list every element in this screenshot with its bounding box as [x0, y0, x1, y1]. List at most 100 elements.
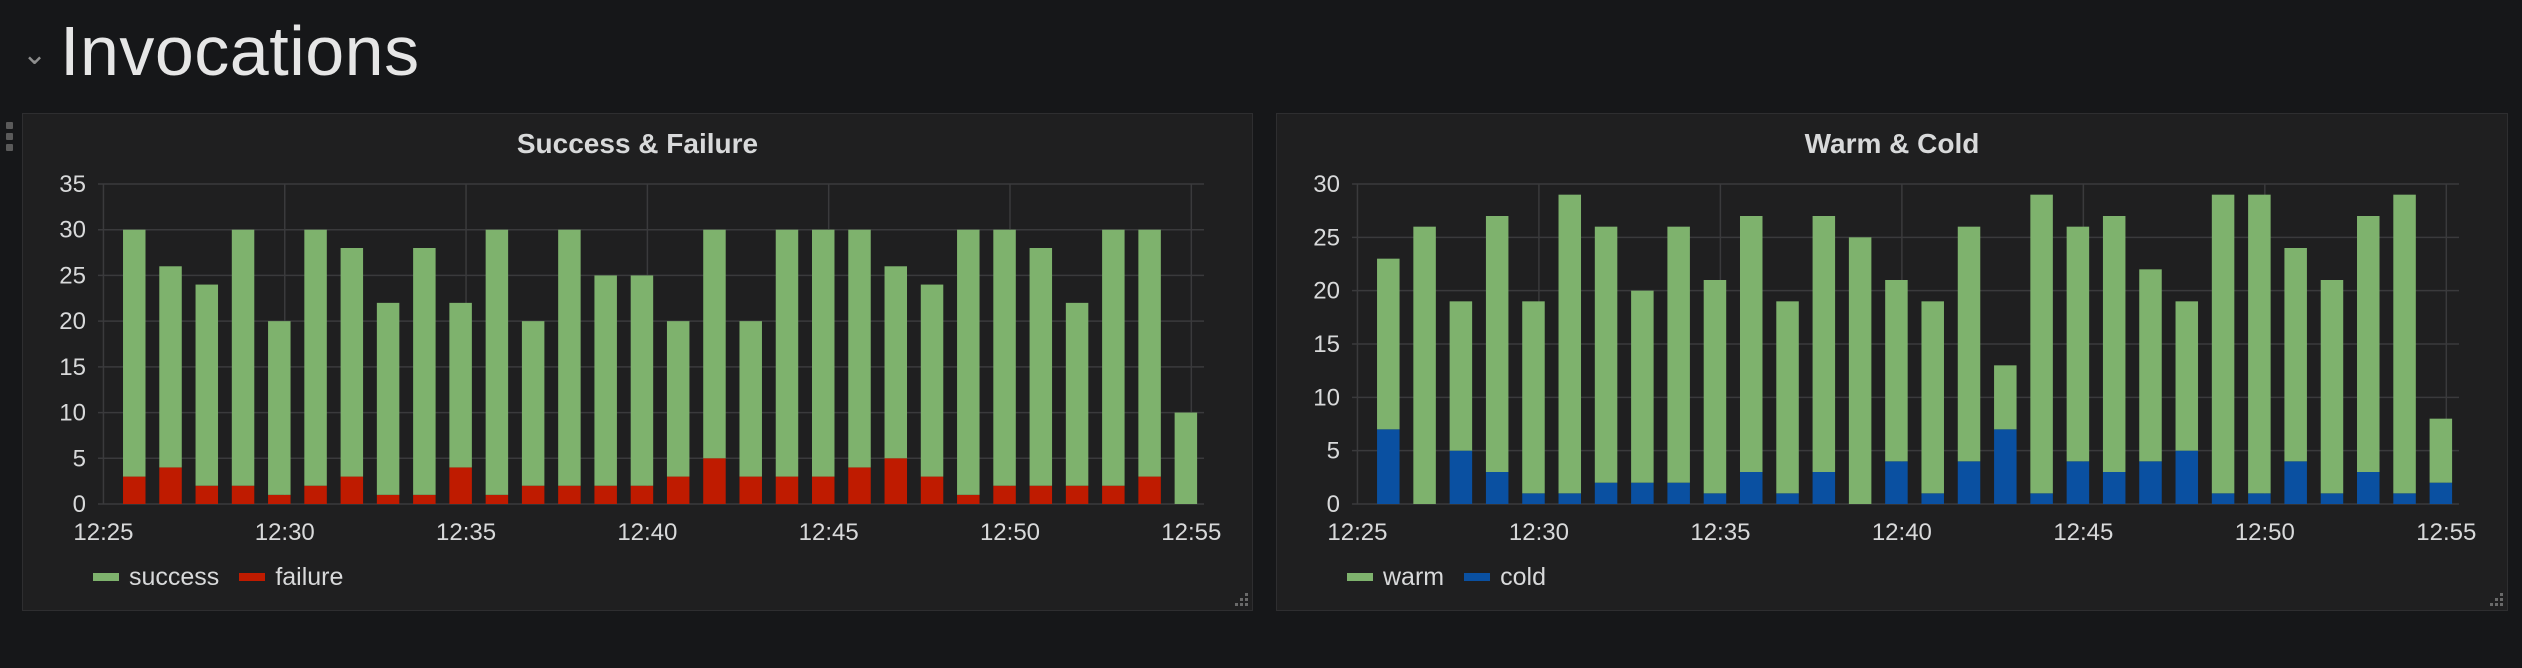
bar-failure [739, 476, 762, 504]
x-tick-label: 12:25 [1327, 519, 1387, 546]
bar-failure [848, 467, 871, 504]
bar-warm [2393, 194, 2416, 494]
chart-success-failure: 0 5 10 15 20 25 30 35 12:25 12:30 12:35 12:40 12:45 1… [59, 171, 1221, 546]
bar-success [739, 321, 762, 477]
bar-failure [957, 494, 980, 504]
bar-cold [2248, 493, 2271, 504]
bar-failure [304, 485, 327, 504]
bar-warm [1921, 301, 1944, 494]
bar-cold [2429, 482, 2453, 504]
legend-swatch [239, 573, 266, 581]
bar-success [920, 284, 944, 477]
x-tick-label: 12:55 [2416, 519, 2476, 546]
bar-success [666, 321, 690, 477]
bar-warm [1703, 280, 1727, 494]
bar-success [304, 229, 327, 486]
resize-handle-icon[interactable] [2485, 588, 2503, 606]
bar-warm [1994, 365, 2017, 430]
panel-title[interactable]: Success & Failure [516, 128, 759, 159]
bar-failure [1029, 485, 1053, 504]
bar-warm [1377, 258, 1400, 430]
bar-cold [1449, 450, 1473, 504]
bar-success [884, 266, 908, 459]
y-tick-label: 30 [1313, 171, 1340, 198]
bar-cold [2066, 461, 2090, 504]
legend-item-cold[interactable]: cold [1464, 563, 1546, 592]
bar-warm [2357, 216, 2380, 472]
resize-handle-icon[interactable] [1230, 588, 1248, 606]
bar-success [413, 248, 436, 495]
y-tick-label: 5 [1327, 438, 1340, 465]
bar-failure [594, 485, 617, 504]
bar-success [1029, 248, 1053, 486]
bar-warm [2102, 216, 2126, 472]
bar-failure [1065, 485, 1089, 504]
y-tick-label: 20 [59, 308, 86, 335]
bar-success [159, 266, 182, 468]
legend: success failure [93, 562, 363, 592]
bar-cold [2357, 472, 2380, 504]
bar-cold [1885, 461, 1908, 504]
bar-warm [1667, 226, 1690, 483]
bar-failure [775, 476, 799, 504]
y-tick-label: 30 [59, 217, 86, 244]
bar-success [848, 229, 871, 468]
panel-success-failure: Success & Failure 0 5 10 15 20 25 30 35 12:25 12:… [22, 113, 1253, 611]
x-tick-label: 12:45 [2053, 519, 2113, 546]
y-tick-label: 15 [1313, 331, 1340, 358]
bar-warm [1739, 216, 1763, 472]
bar-success [594, 275, 617, 486]
chevron-down-icon[interactable]: ⌄ [22, 38, 48, 71]
bar-failure [1102, 485, 1125, 504]
legend-item-warm[interactable]: warm [1347, 563, 1444, 592]
bar-failure [376, 494, 400, 504]
bar-warm [1485, 216, 1509, 472]
x-tick-label: 12:25 [73, 519, 133, 546]
y-tick-label: 25 [59, 262, 86, 289]
bar-cold [1776, 493, 1799, 504]
bar-cold [2175, 450, 2199, 504]
bar-warm [2211, 194, 2235, 494]
bar-failure [485, 494, 509, 504]
bar-success [1174, 412, 1198, 504]
bar-failure [1138, 476, 1161, 504]
bar-warm [2320, 280, 2344, 494]
bar-failure [521, 485, 545, 504]
legend-item-failure[interactable]: failure [239, 563, 343, 592]
y-tick-label: 10 [1313, 384, 1340, 411]
legend-swatch [93, 573, 119, 581]
y-tick-label: 5 [73, 445, 86, 472]
y-tick-label: 20 [1313, 278, 1340, 305]
chart-warm-cold: 0 5 10 15 20 25 30 12:25 12:30 12:35 12:40 12:45 12:… [1313, 171, 2476, 546]
bar-failure [993, 485, 1016, 504]
bar-cold [1377, 429, 1400, 504]
legend-label: success [129, 562, 220, 591]
legend-label: warm [1383, 562, 1445, 591]
panel-title[interactable]: Warm & Cold [1804, 128, 1980, 159]
bar-success [521, 321, 545, 486]
bar-success [340, 248, 364, 477]
bar-cold [2030, 493, 2053, 504]
x-tick-label: 12:45 [799, 519, 859, 546]
bar-warm [1594, 226, 1618, 483]
bar-cold [1522, 493, 1545, 504]
bar-failure [884, 458, 908, 504]
bar-warm [1848, 237, 1872, 504]
bar-warm [1522, 301, 1545, 494]
legend-item-success[interactable]: success [93, 563, 219, 592]
drag-handle-icon[interactable] [6, 122, 14, 156]
legend-swatch [1347, 573, 1373, 581]
bar-success [231, 229, 255, 486]
bar-failure [268, 494, 291, 504]
bar-failure [340, 476, 364, 504]
x-tick-label: 12:30 [1509, 519, 1569, 546]
bar-cold [2284, 461, 2307, 504]
y-tick-label: 0 [73, 491, 86, 518]
bar-cold [2211, 493, 2235, 504]
row-title[interactable]: Invocations [60, 12, 420, 90]
x-tick-label: 12:40 [617, 519, 677, 546]
bar-failure [630, 485, 654, 504]
bar-cold [1812, 472, 1836, 504]
bar-success [268, 321, 291, 495]
bar-failure [666, 476, 690, 504]
